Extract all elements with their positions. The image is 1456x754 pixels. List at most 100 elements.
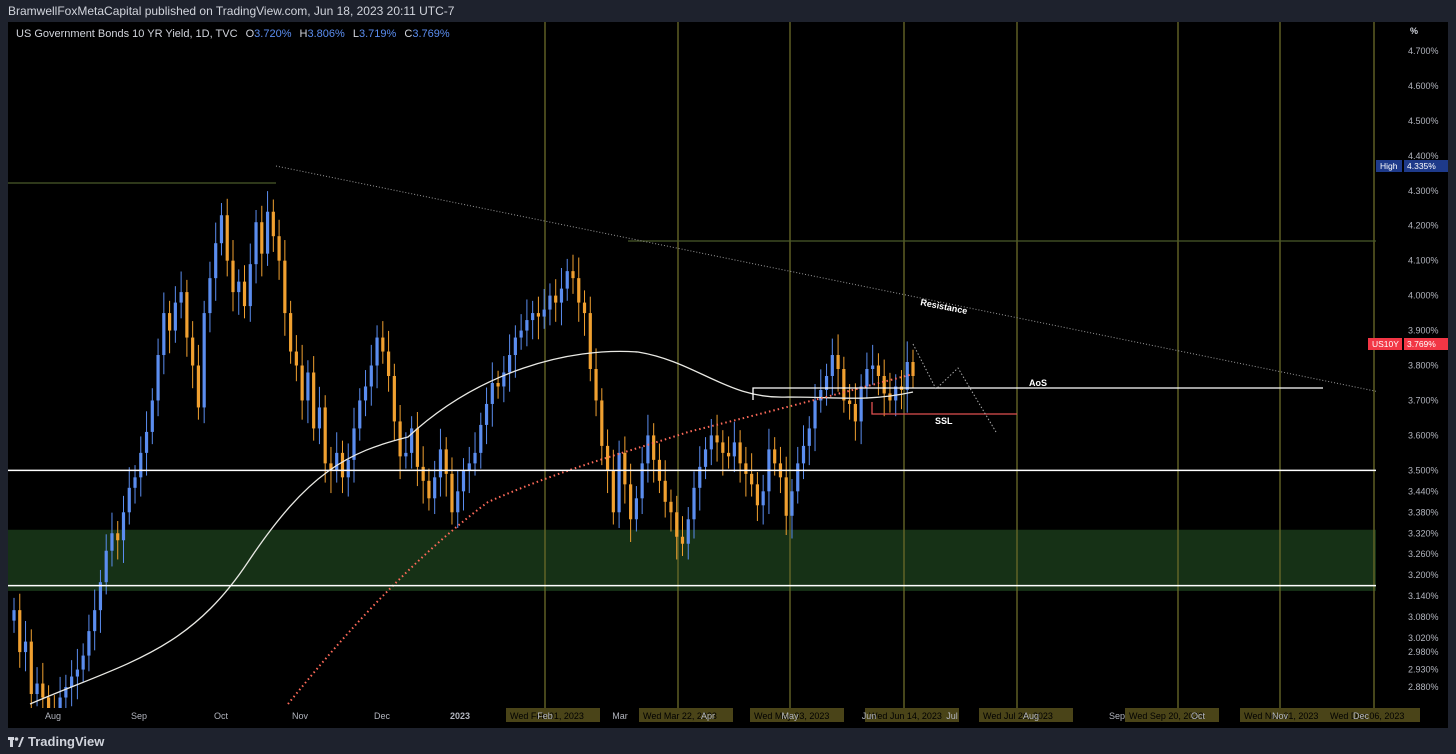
price-tick-label: 4.600% xyxy=(1408,81,1439,91)
candle-body xyxy=(623,452,627,485)
candle-body xyxy=(104,550,108,583)
candle-body xyxy=(680,536,685,544)
moving-average-dotted xyxy=(287,373,914,705)
candle-body xyxy=(346,459,350,478)
candle-body xyxy=(848,400,852,404)
price-axis-unit: % xyxy=(1410,26,1418,36)
candle-body xyxy=(289,313,293,352)
candle-body xyxy=(150,400,154,432)
candle-body xyxy=(859,386,863,422)
date-label-bg xyxy=(865,708,959,722)
price-tick-label: 4.400% xyxy=(1408,151,1439,161)
time-tick-label: Nov xyxy=(1272,711,1289,721)
price-tick-label: 3.380% xyxy=(1408,507,1439,517)
candle-body xyxy=(433,477,437,499)
candle-body xyxy=(219,215,224,244)
candle-body xyxy=(894,386,898,401)
candle-body xyxy=(81,655,85,670)
candle-body xyxy=(35,683,39,695)
price-tick-label: 3.200% xyxy=(1408,570,1439,580)
candle-body xyxy=(277,236,281,261)
candle-body xyxy=(340,452,345,478)
chart-area[interactable]: Resistance AoS SSL% 4.700% 4.600% 4.500% 4.400… xyxy=(8,22,1448,728)
candle-body xyxy=(335,452,339,471)
candle-body xyxy=(386,351,391,376)
candle-body xyxy=(93,610,97,632)
footer-brand[interactable]: TradingView xyxy=(28,734,105,749)
candle-body xyxy=(911,362,915,376)
symbol-title: US Government Bonds 10 YR Yield, 1D, TVC xyxy=(16,28,238,40)
price-tick-label: 2.980% xyxy=(1408,647,1439,657)
candle-body xyxy=(611,470,615,513)
candle-body xyxy=(502,372,506,387)
candle-body xyxy=(225,215,229,261)
candle-body xyxy=(824,375,829,390)
price-tick-label: 3.020% xyxy=(1408,633,1439,643)
candle-body xyxy=(582,302,587,314)
candle-body xyxy=(629,484,633,520)
date-label: Wed Mar 22, 2023 xyxy=(643,711,717,721)
candle-body xyxy=(801,445,806,464)
date-label: Wed Jun 14, 2023 xyxy=(869,711,942,721)
candle-body xyxy=(23,641,28,653)
candle-body xyxy=(375,337,379,366)
resistance-trendline xyxy=(275,165,1448,407)
price-badge: US10Y 3.769% xyxy=(1368,338,1448,350)
price-tick-label: 3.800% xyxy=(1408,361,1439,371)
candle-body xyxy=(807,428,811,446)
date-label: Wed Dec 06, 2023 xyxy=(1330,711,1404,721)
price-badge-label-bg xyxy=(1376,160,1402,172)
candle-body xyxy=(12,610,16,621)
candle-body xyxy=(686,519,690,544)
candle-body xyxy=(173,302,177,331)
aos-line xyxy=(752,387,1323,400)
candle-body xyxy=(513,337,517,356)
price-tick-label: 3.600% xyxy=(1408,430,1439,440)
candle-body xyxy=(726,452,731,457)
candle-body xyxy=(738,442,742,464)
time-tick-label: May xyxy=(781,711,799,721)
candle-body xyxy=(640,463,644,499)
demand-zone xyxy=(8,529,1376,591)
candle-body xyxy=(438,449,443,478)
price-tick-label: 3.080% xyxy=(1408,612,1439,622)
price-tick-label: 4.100% xyxy=(1408,256,1439,266)
candle-body xyxy=(905,362,909,390)
candle-body xyxy=(381,337,385,352)
candle-body xyxy=(496,382,500,387)
candle-body xyxy=(127,487,131,513)
candle-body xyxy=(185,292,189,338)
date-label: Wed Nov 01, 2023 xyxy=(1244,711,1318,721)
candle-body xyxy=(876,365,881,376)
candle-body xyxy=(542,309,546,317)
candle-body xyxy=(830,355,834,376)
price-tick-label: 3.440% xyxy=(1408,486,1439,496)
price-chart[interactable]: ResistanceAoSSSL%4.700%4.600%4.500%4.400… xyxy=(8,22,1448,728)
price-badge: High 4.335% xyxy=(1376,160,1448,172)
candle-body xyxy=(254,222,258,265)
candle-body xyxy=(548,295,552,310)
candle-body xyxy=(121,512,126,541)
candle-body xyxy=(669,501,673,513)
candle-body xyxy=(404,452,408,457)
candle-body xyxy=(271,211,275,237)
low-label: L xyxy=(352,28,359,40)
price-badge-value-bg xyxy=(1404,338,1448,350)
candle-body xyxy=(29,641,33,695)
price-tick-label: 4.500% xyxy=(1408,116,1439,126)
candle-body xyxy=(283,260,287,314)
price-tick-label: 4.700% xyxy=(1408,46,1439,56)
symbol-legend: US Government Bonds 10 YR Yield, 1D, TVC… xyxy=(16,28,450,40)
high-value: 3.806% xyxy=(307,28,345,40)
tradingview-logo-icon[interactable] xyxy=(8,735,24,748)
candle-body xyxy=(519,330,523,338)
candle-body xyxy=(248,264,252,307)
candle-body xyxy=(167,313,172,331)
candle-body xyxy=(571,271,575,279)
candle-body xyxy=(70,676,74,688)
candle-body xyxy=(144,431,149,453)
candle-body xyxy=(634,498,638,520)
time-tick-label: Dec xyxy=(374,711,391,721)
time-tick-label: Oct xyxy=(214,711,229,721)
